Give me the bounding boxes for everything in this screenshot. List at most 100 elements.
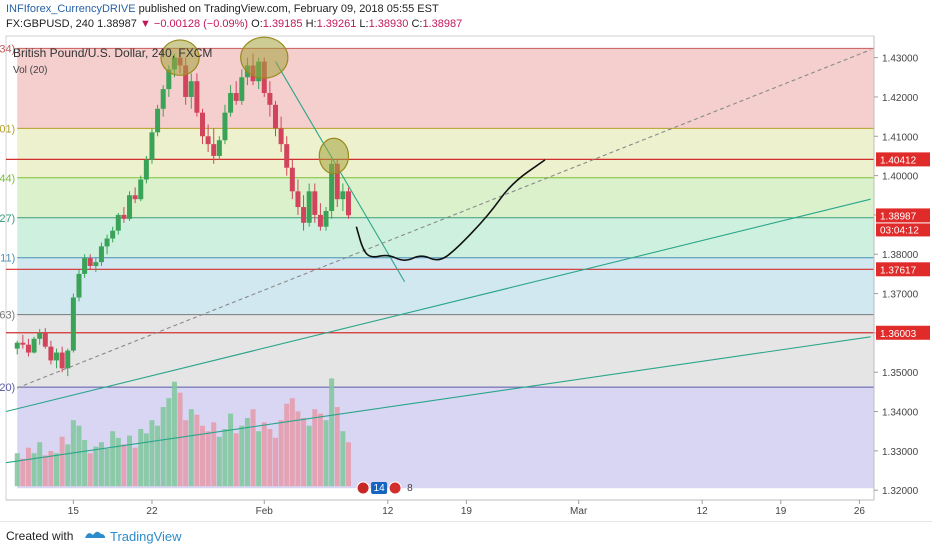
candle-body [317,214,323,227]
volume-bar [222,429,228,487]
candle-body [48,346,54,361]
volume-bar [110,431,116,487]
candle-body [289,167,295,192]
close-label: C: [411,18,423,30]
volume-bar [323,420,329,487]
candle-body [323,210,329,227]
candle-countdown: 03:04:12 [880,225,919,236]
candle-body [14,342,20,349]
trend-line [5,198,871,413]
event-badge-14-label: 14 [374,483,386,494]
volume-bar [98,442,104,487]
level-price-tag: 1.36003 [880,329,917,340]
volume-bar [42,455,48,487]
event-badge-8: 8 [407,483,413,494]
created-with-text: Created with [6,529,74,543]
volume-bar [334,407,340,487]
volume-bar [76,425,82,487]
fib-level-label: 236(1.41201) [0,123,15,135]
trend-line [5,336,871,464]
volume-bar [14,453,20,487]
candle-body [216,140,222,156]
candle-body [115,214,121,231]
forecast-path [355,159,546,261]
volume-legend: Vol (20) [13,65,47,76]
high-value: 1.39261 [316,18,357,30]
symbol-header: FX:GBPUSD, 240 1.38987 ▼ −0.00128 (−0.09… [6,18,462,30]
volume-bar [188,409,194,487]
time-axis-label: 15 [68,506,80,517]
candle-body [267,93,273,105]
volume-bar [329,378,335,487]
volume-bar [149,420,155,487]
author-link[interactable]: INFIforex_CurrencyDRIVE [6,3,136,15]
fib-band [17,257,874,315]
volume-bar [93,446,99,487]
volume-bar [132,447,138,487]
candle-body [284,144,290,168]
tradingview-brand[interactable]: TradingView [110,529,182,544]
footer: Created with TradingView [0,521,932,551]
candle-body [329,163,335,211]
candle-body [65,350,71,369]
price-chart[interactable]: 0(1.43234) 236(1.41201) 382(1.39944) 0.5(1.… [0,33,932,521]
candle-body [31,338,37,353]
volume-bar [244,418,250,487]
price-axis-label: 1.42000 [882,93,919,104]
candle-body [205,136,211,145]
candle-body [183,65,189,97]
fib-level-label: 0.5(1.38927) [0,213,15,225]
candle-body [295,191,301,208]
candle-body [194,81,200,113]
candle-body [228,93,234,113]
price-change: −0.00128 (−0.09%) [153,18,249,30]
price-axis-label: 1.33000 [882,447,919,458]
time-axis-label: 12 [382,506,394,517]
volume-bar [267,429,273,487]
volume-bar [104,448,110,487]
price-axis-label: 1.32000 [882,486,919,497]
candle-body [59,352,65,369]
candle-body [312,191,318,215]
candle-body [340,191,346,200]
candle-body [345,191,351,216]
candle-body [110,230,116,239]
publish-header: INFIforex_CurrencyDRIVE published on Tra… [6,3,439,15]
time-axis-label: 22 [146,506,158,517]
candle-body [306,191,312,223]
volume-bar [278,420,284,487]
event-badge-14 [371,482,388,494]
candle-body [98,246,104,263]
candle-body [222,112,228,141]
volume-bar [284,403,290,487]
volume-bar [54,453,60,487]
volume-bar [295,411,301,487]
volume-bar [216,436,222,487]
volume-bar [82,440,88,487]
volume-bar [205,431,211,487]
price-axis-label: 1.35000 [882,368,919,379]
candle-body [54,352,60,361]
publish-info: published on TradingView.com, February 0… [138,3,439,15]
time-axis-label: 12 [697,506,709,517]
price-axis-label: 1.34000 [882,408,919,419]
time-axis-label: 19 [461,506,473,517]
volume-bar [250,409,256,487]
volume-bar [59,436,65,487]
current-price-tag: 1.38987 [880,211,917,222]
us-flag-icon [356,481,370,495]
level-price-tag-bg [876,262,930,277]
candle-body [200,112,206,137]
highlight-ellipse [240,36,289,79]
volume-bar [177,392,183,487]
time-axis-label: 19 [775,506,787,517]
tradingview-logo-icon[interactable] [84,527,106,543]
candle-body [121,214,127,219]
candle-body [211,144,217,156]
candle-body [76,273,82,298]
volume-bar [65,444,71,487]
symbol-label: FX:GBPUSD, 240 [6,18,95,30]
fib-band [17,217,874,258]
time-axis-label: 26 [854,506,866,517]
candle-body [82,258,88,274]
